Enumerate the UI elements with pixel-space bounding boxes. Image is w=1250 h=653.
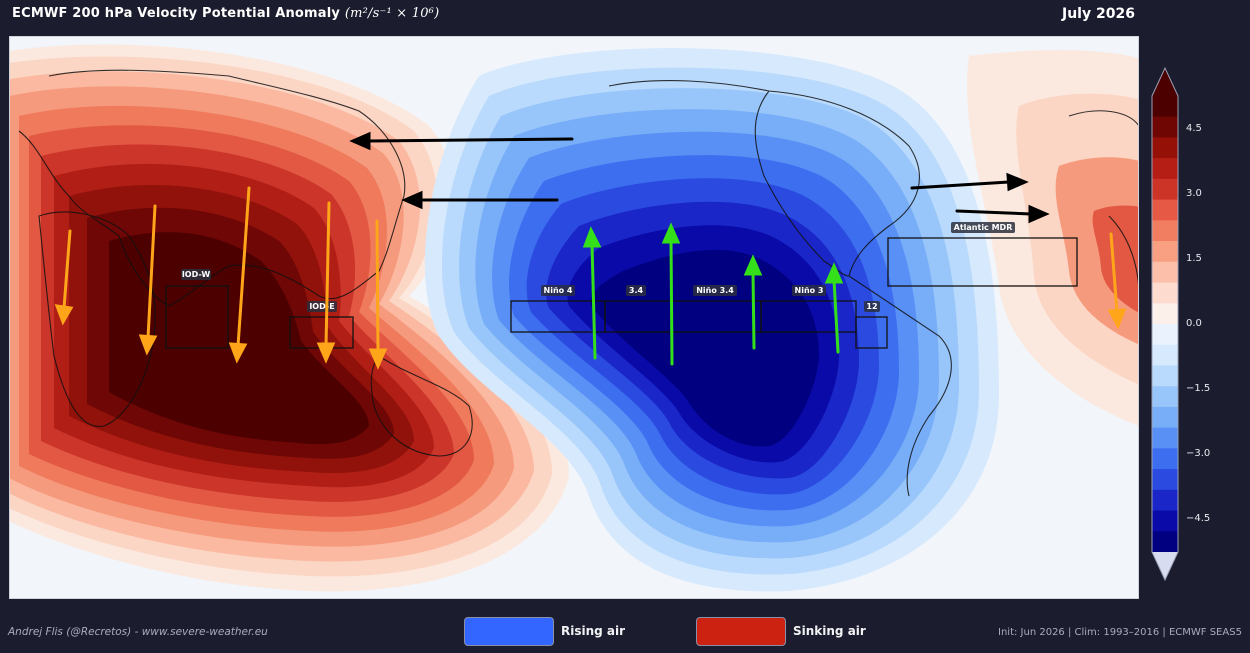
sinking-arrow (236, 186, 251, 348)
colorbar-band (1152, 261, 1178, 284)
rising-arrow (590, 242, 597, 360)
map-title: ECMWF 200 hPa Velocity Potential Anomaly… (12, 6, 439, 21)
divergent-flow-arrows (349, 131, 1050, 224)
colorbar-tick-label: 3.0 (1186, 187, 1202, 199)
iod-e-label: IOD-E (309, 302, 334, 311)
colorbar-band (1152, 406, 1178, 429)
sinking-arrows (54, 186, 1127, 370)
colorbar-band (1152, 510, 1178, 532)
sinking-arrow (146, 204, 157, 340)
rising-arrow-head (661, 222, 681, 244)
map-svg: IOD-W IOD-E Niño 4 3.4 Niño 3.4 Niño 3 1… (9, 36, 1139, 599)
nino3-label: Niño 3 (795, 286, 824, 295)
rising-arrow (669, 238, 674, 366)
flow-arrows (54, 131, 1127, 370)
velocity-potential-map: IOD-W IOD-E Niño 4 3.4 Niño 3.4 Niño 3 1… (9, 36, 1139, 599)
flow-arrow-head (1028, 204, 1050, 224)
credit-text: Andrej Flis (@Recretos) - www.severe-wea… (8, 626, 268, 638)
sinking-arrow-head (54, 304, 74, 326)
colorbar-band (1152, 116, 1178, 138)
sinking-arrow (375, 219, 380, 354)
rising-anomaly-contours (424, 48, 999, 592)
flow-arrow (910, 180, 1011, 190)
colorbar-band (1152, 469, 1178, 491)
rising-air-swatch (464, 617, 554, 646)
colorbar-band (1152, 178, 1178, 201)
colorbar-min-extension (1152, 552, 1178, 580)
title-units: (m²/s⁻¹ × 10⁶) (344, 6, 440, 21)
region-labels: IOD-W IOD-E Niño 4 3.4 Niño 3.4 Niño 3 1… (181, 222, 1015, 312)
title-text: ECMWF 200 hPa Velocity Potential Anomaly (12, 6, 341, 21)
coastlines (18, 69, 1139, 497)
flow-arrow (955, 209, 1033, 216)
sinking-arrow-head (316, 342, 336, 364)
colorbar-band (1152, 96, 1178, 118)
rising-arrow-head (824, 262, 844, 284)
flow-arrow-head (1006, 172, 1029, 192)
sinking-air-swatch (696, 617, 786, 646)
sinking-arrow (62, 229, 72, 310)
colorbar-band (1152, 448, 1178, 470)
colorbar-band (1152, 220, 1178, 242)
sinking-arrow-head (228, 342, 248, 364)
sinking-arrow-head (368, 348, 388, 370)
nino12-box (855, 316, 888, 349)
rising-arrow-head (743, 254, 763, 276)
nino4-label: Niño 4 (544, 286, 573, 295)
colorbar-band (1152, 531, 1178, 553)
sinking-arrow (324, 201, 331, 348)
nino12-label: 12 (866, 302, 877, 311)
colorbar-band (1152, 137, 1178, 159)
colorbar-tick-label: −4.5 (1186, 513, 1211, 525)
colorbar-tick-label: 1.5 (1186, 252, 1202, 264)
colorbar-tick-label: 4.5 (1186, 122, 1202, 134)
colorbar-band (1152, 303, 1178, 325)
colorbar-band (1152, 158, 1178, 180)
colorbar-band (1152, 365, 1178, 387)
nino34-label: Niño 3.4 (696, 286, 734, 295)
colorbar-band (1152, 241, 1178, 263)
colorbar-band (1152, 282, 1178, 304)
atlantic-mdr-label: Atlantic MDR (954, 223, 1013, 232)
init-info: Init: Jun 2026 | Clim: 1993–2016 | ECMWF… (998, 627, 1242, 638)
iod-w-box (165, 285, 229, 349)
colorbar-band (1152, 324, 1178, 346)
colorbar (1151, 66, 1179, 582)
colorbar-max-extension (1152, 68, 1178, 96)
colorbar-tick-label: −1.5 (1186, 383, 1211, 395)
colorbar-band (1152, 386, 1178, 408)
colorbar-tick-label: 0.0 (1186, 318, 1202, 329)
forecast-month: July 2026 (1062, 6, 1135, 22)
colorbar-band (1152, 489, 1178, 512)
nino34-short-label: 3.4 (629, 286, 644, 295)
flow-arrow (365, 137, 574, 143)
rising-arrows (582, 222, 844, 366)
rising-arrow (832, 278, 840, 354)
index-regions (165, 237, 1078, 349)
flow-arrow-head (349, 131, 371, 151)
rising-arrow-head (582, 226, 602, 248)
rising-arrow (751, 270, 756, 350)
rising-air-label: Rising air (561, 624, 626, 638)
iod-w-label: IOD-W (182, 270, 211, 279)
sinking-arrow-head (1107, 308, 1127, 330)
flow-arrow-head (401, 190, 423, 210)
atlantic-mdr-box (887, 237, 1078, 287)
sinking-arrow (1109, 232, 1119, 314)
colorbar-band (1152, 427, 1178, 449)
colorbar-tick-label: −3.0 (1186, 448, 1211, 460)
sinking-air-label: Sinking air (793, 624, 866, 638)
colorbar-band (1152, 199, 1178, 221)
colorbar-band (1152, 344, 1178, 366)
sinking-arrow-head (138, 334, 158, 356)
